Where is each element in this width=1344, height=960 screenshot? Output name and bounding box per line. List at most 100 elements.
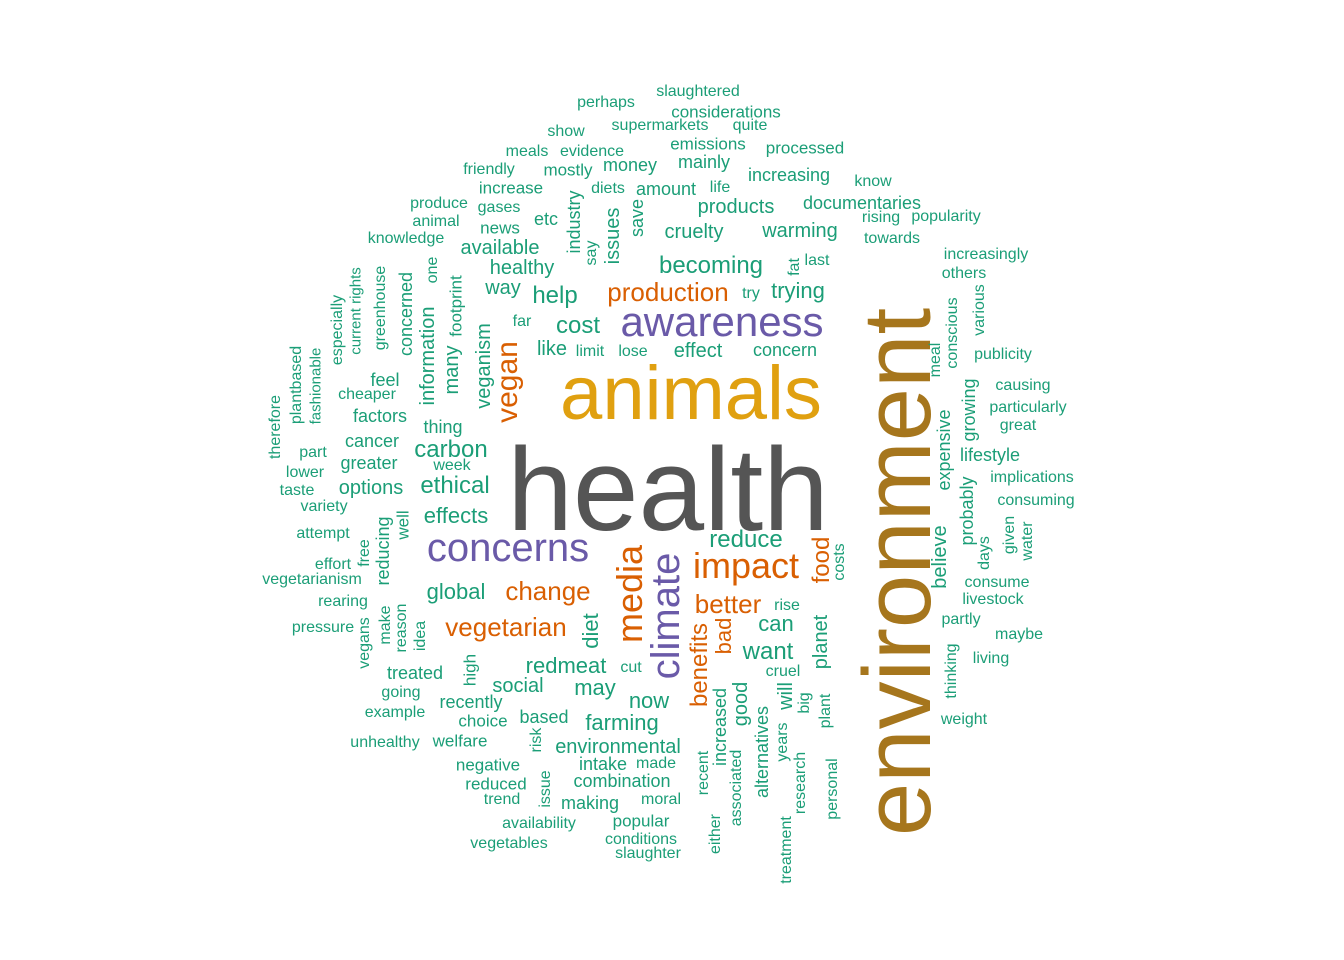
word-greater: greater <box>340 453 398 473</box>
word-documentaries: documentaries <box>802 193 922 213</box>
word-evidence: evidence <box>559 143 625 160</box>
word-may: may <box>574 675 616 700</box>
word-increasing: increasing <box>747 165 831 185</box>
word-thing: thing <box>423 417 463 437</box>
word-health: health <box>507 424 829 556</box>
word-say: say <box>583 240 600 266</box>
word-believe: believe <box>929 525 951 589</box>
word-meals: meals <box>505 143 549 160</box>
word-especially: especially <box>329 294 346 366</box>
word-social: social <box>492 675 544 697</box>
word-unhealthy: unhealthy <box>350 734 420 751</box>
word-options: options <box>338 477 404 499</box>
word-made: made <box>635 755 677 772</box>
word-available: available <box>460 237 540 259</box>
word-mostly: mostly <box>543 160 593 180</box>
word-publicity: publicity <box>974 346 1032 363</box>
word-lifestyle: lifestyle <box>959 445 1021 465</box>
word-days: days <box>976 536 993 570</box>
word-probably: probably <box>957 476 977 546</box>
word-animal: animal <box>412 213 460 230</box>
word-knowledge: knowledge <box>367 230 445 247</box>
word-climate: climate <box>644 552 688 680</box>
word-lose: lose <box>618 343 648 360</box>
word-will: will <box>775 682 797 710</box>
word-global: global <box>426 579 486 604</box>
word-vegetarian: vegetarian <box>445 612 567 642</box>
word-mainly: mainly <box>677 152 731 172</box>
word-one: one <box>424 256 441 284</box>
word-footprint: footprint <box>446 275 466 337</box>
word-cancer: cancer <box>344 431 400 451</box>
word-reducing: reducing <box>373 516 393 586</box>
word-availability: availability <box>502 815 576 832</box>
word-diet: diet <box>578 613 603 649</box>
word-can: can <box>758 611 794 636</box>
word-slaughter: slaughter <box>615 845 681 862</box>
word-vegans: vegans <box>356 617 373 669</box>
word-show: show <box>547 123 585 140</box>
word-consuming: consuming <box>997 492 1075 509</box>
word-attempt: attempt <box>296 525 350 542</box>
word-research: research <box>792 751 809 815</box>
word-either: either <box>707 813 724 855</box>
word-considerations: considerations <box>671 102 781 122</box>
word-reason: reason <box>393 603 410 653</box>
word-feel: feel <box>370 370 400 390</box>
word-weight: weight <box>940 711 988 728</box>
word-partly: partly <box>941 611 981 628</box>
word-going: going <box>381 684 421 701</box>
word-conditions: conditions <box>604 831 678 848</box>
word-treatment: treatment <box>778 816 795 884</box>
word-treated: treated <box>386 663 444 683</box>
word-trend: trend <box>483 791 521 808</box>
word-impact: impact <box>692 545 800 586</box>
word-intake: intake <box>578 754 628 774</box>
word-popularity: popularity <box>911 208 981 225</box>
word-like: like <box>536 338 568 360</box>
word-negative: negative <box>455 755 521 775</box>
word-far: far <box>512 313 532 330</box>
word-cheaper: cheaper <box>338 386 396 403</box>
word-various: various <box>971 284 988 336</box>
word-cost: cost <box>555 312 601 339</box>
word-reduced: reduced <box>465 774 527 794</box>
word-issue: issue <box>537 770 554 808</box>
word-alternatives: alternatives <box>752 705 772 799</box>
word-choice: choice <box>458 711 508 731</box>
word-rearing: rearing <box>318 593 368 610</box>
word-rise: rise <box>774 597 800 614</box>
word-information: information <box>417 306 439 406</box>
word-livestock: livestock <box>962 591 1024 608</box>
word-years: years <box>774 722 791 762</box>
word-etc: etc <box>533 209 559 229</box>
word-bad: bad <box>711 617 736 655</box>
word-conscious: conscious <box>944 297 961 369</box>
word-help: help <box>532 282 578 309</box>
word-diets: diets <box>591 180 625 197</box>
word-towards: towards <box>863 230 921 247</box>
word-cut: cut <box>620 659 642 676</box>
word-personal: personal <box>824 758 841 820</box>
word-increasingly: increasingly <box>943 246 1029 263</box>
word-know: know <box>854 173 892 190</box>
word-plantbased: plantbased <box>288 345 305 425</box>
word-associated: associated <box>728 749 745 827</box>
word-others: others <box>941 265 987 282</box>
word-produce: produce <box>410 195 468 212</box>
word-therefore: therefore <box>267 394 284 460</box>
word-taste: taste <box>279 482 315 499</box>
word-moral: moral <box>640 791 682 808</box>
word-good: good <box>730 681 752 727</box>
word-costs: costs <box>831 543 848 581</box>
word-trying: trying <box>771 278 825 303</box>
word-well: well <box>393 510 413 540</box>
word-causing: causing <box>995 377 1051 394</box>
word-change: change <box>505 576 591 606</box>
word-redmeat: redmeat <box>525 653 607 678</box>
word-cruelty: cruelty <box>664 221 724 243</box>
word-news: news <box>480 218 520 238</box>
word-quite: quite <box>732 117 768 134</box>
word-issues: issues <box>602 207 624 265</box>
